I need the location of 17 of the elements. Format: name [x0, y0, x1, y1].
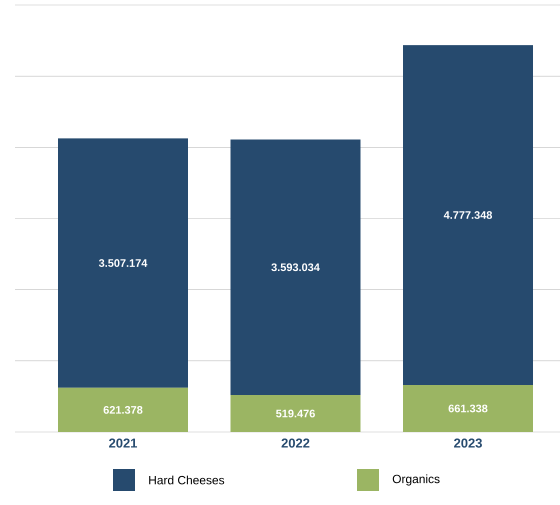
x-tick-label: 2022: [282, 438, 310, 448]
data-label: 3.507.174: [98, 259, 148, 267]
bar: [230, 395, 361, 432]
bar: [403, 45, 534, 385]
data-label: 661.338: [448, 404, 488, 412]
bar: [58, 388, 188, 432]
legend-label: Hard Cheeses: [149, 476, 224, 484]
bar: [403, 384, 534, 432]
x-tick-label: 2023: [454, 438, 482, 448]
legend-label: Organics: [392, 474, 440, 486]
x-tick-label: 2021: [109, 438, 138, 448]
data-label: 4.777.348: [444, 211, 492, 219]
data-label: 519.476: [276, 410, 315, 418]
bar: [230, 139, 361, 396]
data-label: 621.378: [104, 406, 142, 414]
bar: [58, 138, 188, 388]
data-label: 3.593.034: [271, 263, 320, 272]
